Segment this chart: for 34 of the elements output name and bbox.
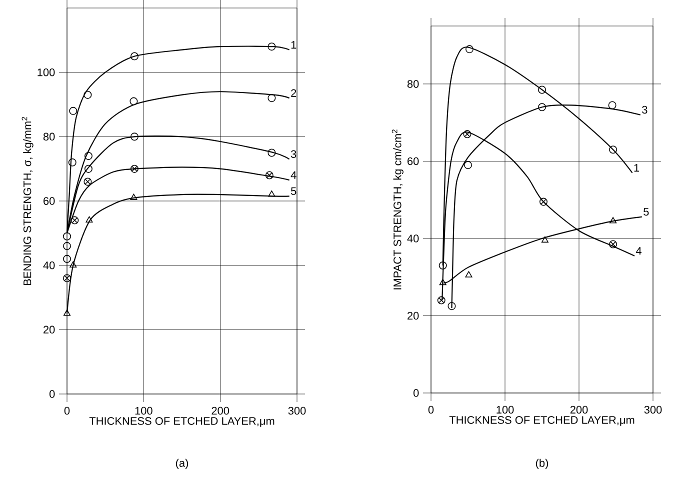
- y-axis-title: BENDING STRENGTH, σ, kg/mm$^{2}$: [22, 116, 34, 286]
- x-tick-label: 0: [64, 406, 70, 415]
- y-tick-label: 0: [413, 389, 419, 397]
- x-tick-label: 200: [212, 406, 230, 415]
- y-tick-label: 40: [407, 234, 419, 242]
- legend-label: 1: [634, 164, 640, 172]
- y-tick-label: 80: [407, 80, 419, 88]
- y-axis-title: IMPACT STRENGTH, kg cm/cm$^{2}$: [392, 130, 404, 290]
- x-tick-label: 300: [644, 406, 662, 414]
- y-tick-label: 20: [44, 326, 55, 334]
- x-tick-label: 100: [135, 406, 152, 415]
- x-tick-label: 100: [496, 406, 514, 414]
- series-label: 1: [291, 41, 296, 49]
- x-tick-label: 0: [428, 406, 434, 414]
- y-tick-label: 60: [44, 197, 55, 205]
- series-label: 5: [290, 187, 296, 195]
- y-tick-label: 60: [408, 157, 419, 166]
- x-tick-label: 300: [288, 406, 306, 415]
- series-label: 4: [636, 247, 642, 255]
- x-axis-title: THICKNESS OF ETCHED LAYER,μm: [449, 416, 634, 426]
- text: (b): [536, 458, 548, 470]
- y-tick-label: 80: [43, 132, 55, 141]
- series-label: 5: [644, 208, 649, 216]
- text: (a): [176, 458, 188, 470]
- y-tick-label: 40: [43, 261, 55, 270]
- y-tick-label: 20: [408, 312, 419, 320]
- x-axis-title: THICKNESS OF ETCHED LAYER,μm: [89, 417, 274, 427]
- series-label: 3: [642, 106, 648, 114]
- series-label: 3: [290, 150, 296, 158]
- series-label: 2: [291, 89, 296, 97]
- series-label: 4: [290, 171, 296, 179]
- y-tick-label: 0: [49, 390, 55, 398]
- y-tick-label: 100: [38, 68, 55, 76]
- x-tick-label: 200: [570, 406, 588, 414]
